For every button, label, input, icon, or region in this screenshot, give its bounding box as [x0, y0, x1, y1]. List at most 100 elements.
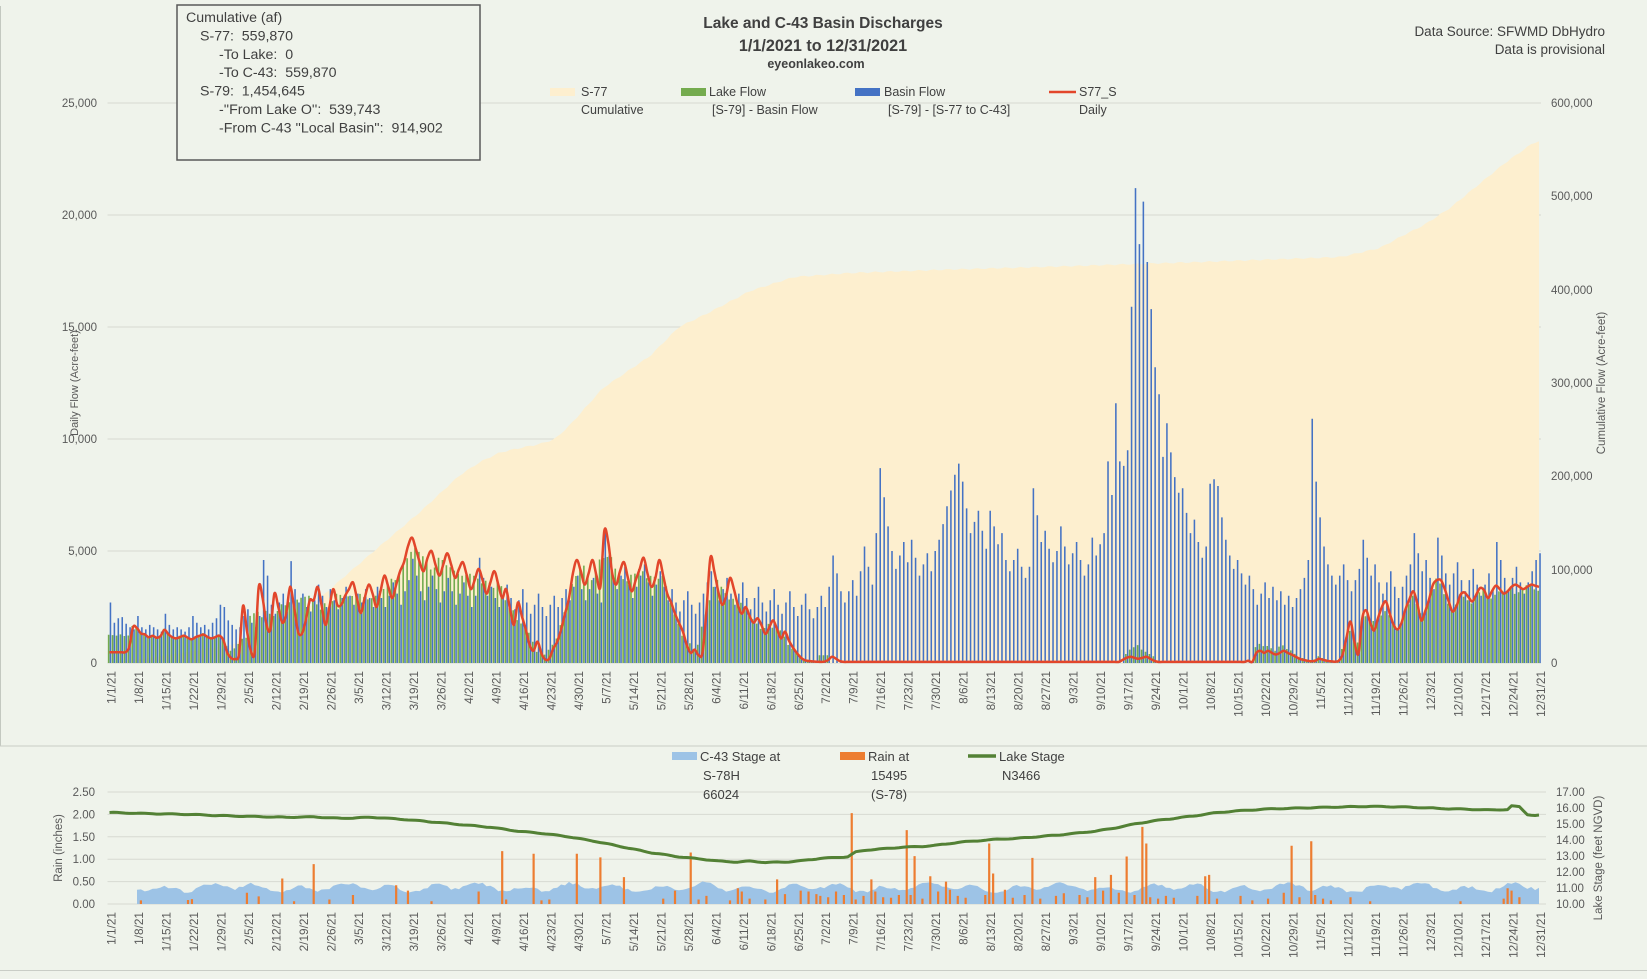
- svg-text:4/16/21: 4/16/21: [517, 912, 531, 951]
- svg-text:6/11/21: 6/11/21: [737, 671, 751, 709]
- svg-text:1/15/21: 1/15/21: [159, 912, 173, 951]
- svg-text:9/3/21: 9/3/21: [1067, 912, 1081, 945]
- svg-text:25,000: 25,000: [62, 98, 97, 110]
- svg-text:6/4/21: 6/4/21: [709, 671, 723, 704]
- svg-text:2.50: 2.50: [73, 787, 95, 799]
- svg-text:Cumulative (af): Cumulative (af): [186, 10, 282, 26]
- svg-text:11/19/21: 11/19/21: [1369, 912, 1383, 957]
- svg-text:5/28/21: 5/28/21: [682, 912, 696, 951]
- svg-text:Lake Stage (feet NGVD): Lake Stage (feet NGVD): [1593, 796, 1605, 921]
- svg-text:4/16/21: 4/16/21: [517, 671, 531, 710]
- svg-text:12/3/21: 12/3/21: [1424, 912, 1438, 951]
- svg-text:2/26/21: 2/26/21: [324, 912, 338, 951]
- svg-text:15495: 15495: [871, 768, 907, 783]
- svg-text:100,000: 100,000: [1551, 565, 1593, 577]
- svg-text:8/13/21: 8/13/21: [984, 671, 998, 710]
- svg-text:10/1/21: 10/1/21: [1177, 671, 1191, 710]
- svg-text:66024: 66024: [703, 787, 739, 802]
- svg-text:11/19/21: 11/19/21: [1369, 671, 1383, 716]
- svg-text:9/24/21: 9/24/21: [1149, 671, 1163, 710]
- svg-text:Cumulative: Cumulative: [581, 103, 644, 117]
- svg-text:1/15/21: 1/15/21: [159, 671, 173, 710]
- svg-text:6/18/21: 6/18/21: [764, 671, 778, 710]
- svg-text:11/5/21: 11/5/21: [1314, 671, 1328, 709]
- svg-text:S-78H: S-78H: [703, 768, 740, 783]
- svg-text:Data Source: SFWMD DbHydro: Data Source: SFWMD DbHydro: [1414, 24, 1605, 39]
- svg-text:4/30/21: 4/30/21: [572, 671, 586, 710]
- svg-text:10/8/21: 10/8/21: [1204, 671, 1218, 710]
- svg-text:7/30/21: 7/30/21: [929, 671, 943, 710]
- svg-text:3/12/21: 3/12/21: [379, 671, 393, 710]
- svg-text:6/11/21: 6/11/21: [737, 912, 751, 950]
- svg-text:2/26/21: 2/26/21: [324, 671, 338, 710]
- svg-text:9/24/21: 9/24/21: [1149, 912, 1163, 951]
- svg-text:11/26/21: 11/26/21: [1397, 671, 1411, 716]
- svg-text:C-43 Stage at: C-43 Stage at: [700, 749, 781, 764]
- svg-text:8/27/21: 8/27/21: [1039, 671, 1053, 710]
- svg-text:10/29/21: 10/29/21: [1287, 912, 1301, 958]
- svg-text:10/8/21: 10/8/21: [1204, 912, 1218, 951]
- svg-text:10/22/21: 10/22/21: [1259, 912, 1273, 958]
- svg-text:7/30/21: 7/30/21: [929, 912, 943, 951]
- svg-text:6/4/21: 6/4/21: [709, 912, 723, 945]
- svg-text:11/5/21: 11/5/21: [1314, 912, 1328, 950]
- svg-text:12/31/21: 12/31/21: [1534, 912, 1548, 958]
- svg-text:[S-79] - Basin Flow: [S-79] - Basin Flow: [712, 103, 819, 117]
- svg-text:12/24/21: 12/24/21: [1507, 912, 1521, 958]
- svg-text:4/23/21: 4/23/21: [544, 671, 558, 710]
- svg-text:11/12/21: 11/12/21: [1342, 671, 1356, 716]
- svg-text:11/12/21: 11/12/21: [1342, 912, 1356, 957]
- svg-text:Daily Flow (Acre-feet): Daily Flow (Acre-feet): [69, 330, 81, 436]
- svg-text:2/5/21: 2/5/21: [242, 671, 256, 704]
- svg-text:1.50: 1.50: [73, 832, 95, 844]
- svg-text:12.00: 12.00: [1556, 867, 1585, 879]
- svg-text:5/7/21: 5/7/21: [599, 912, 613, 945]
- svg-text:16.00: 16.00: [1556, 803, 1585, 815]
- svg-text:11/26/21: 11/26/21: [1397, 912, 1411, 957]
- svg-text:12/17/21: 12/17/21: [1479, 912, 1493, 958]
- svg-text:Data is provisional: Data is provisional: [1495, 42, 1605, 57]
- svg-text:7/9/21: 7/9/21: [847, 912, 861, 945]
- svg-text:Lake Stage: Lake Stage: [999, 749, 1065, 764]
- svg-text:1/1/21: 1/1/21: [105, 671, 119, 704]
- svg-text:8/6/21: 8/6/21: [957, 912, 971, 945]
- svg-text:S-79: 1,454,645: S-79: 1,454,645: [200, 84, 305, 100]
- svg-text:12/24/21: 12/24/21: [1507, 671, 1521, 717]
- svg-text:5/14/21: 5/14/21: [627, 912, 641, 951]
- svg-text:3/19/21: 3/19/21: [407, 912, 421, 951]
- svg-text:7/2/21: 7/2/21: [819, 671, 833, 704]
- svg-text:Cumulative Flow (Acre-feet): Cumulative Flow (Acre-feet): [1596, 312, 1608, 455]
- svg-text:(S-78): (S-78): [871, 787, 907, 802]
- svg-text:5/28/21: 5/28/21: [682, 671, 696, 710]
- svg-text:4/30/21: 4/30/21: [572, 912, 586, 951]
- svg-text:5/14/21: 5/14/21: [627, 671, 641, 710]
- svg-text:300,000: 300,000: [1551, 378, 1593, 390]
- svg-text:9/10/21: 9/10/21: [1094, 912, 1108, 951]
- svg-text:10/1/21: 10/1/21: [1177, 912, 1191, 951]
- svg-text:Rain at: Rain at: [868, 749, 910, 764]
- svg-text:N3466: N3466: [1002, 768, 1040, 783]
- svg-text:9/17/21: 9/17/21: [1122, 912, 1136, 951]
- svg-text:3/19/21: 3/19/21: [407, 671, 421, 710]
- svg-text:S-77: S-77: [581, 85, 607, 99]
- svg-text:Rain (inches): Rain (inches): [53, 814, 65, 882]
- svg-text:1/22/21: 1/22/21: [187, 671, 201, 710]
- svg-text:4/23/21: 4/23/21: [544, 912, 558, 951]
- svg-text:Lake Flow: Lake Flow: [709, 85, 767, 99]
- svg-text:12/3/21: 12/3/21: [1424, 671, 1438, 710]
- svg-text:eyeonlakeo.com: eyeonlakeo.com: [767, 57, 864, 71]
- svg-text:7/9/21: 7/9/21: [847, 671, 861, 704]
- svg-text:8/13/21: 8/13/21: [984, 912, 998, 951]
- svg-text:Daily: Daily: [1079, 103, 1108, 117]
- svg-text:-From C-43 ''Local Basin'': 9: -From C-43 ''Local Basin'': 914,902: [219, 120, 443, 136]
- svg-text:7/2/21: 7/2/21: [819, 912, 833, 945]
- svg-text:8/6/21: 8/6/21: [957, 671, 971, 704]
- svg-text:1/29/21: 1/29/21: [214, 671, 228, 710]
- svg-text:2/5/21: 2/5/21: [242, 912, 256, 945]
- svg-text:6/18/21: 6/18/21: [764, 912, 778, 951]
- svg-text:3/5/21: 3/5/21: [352, 912, 366, 945]
- svg-text:4/9/21: 4/9/21: [489, 912, 503, 945]
- svg-text:6/25/21: 6/25/21: [792, 912, 806, 951]
- svg-text:10/15/21: 10/15/21: [1232, 671, 1246, 717]
- svg-text:5/21/21: 5/21/21: [654, 671, 668, 710]
